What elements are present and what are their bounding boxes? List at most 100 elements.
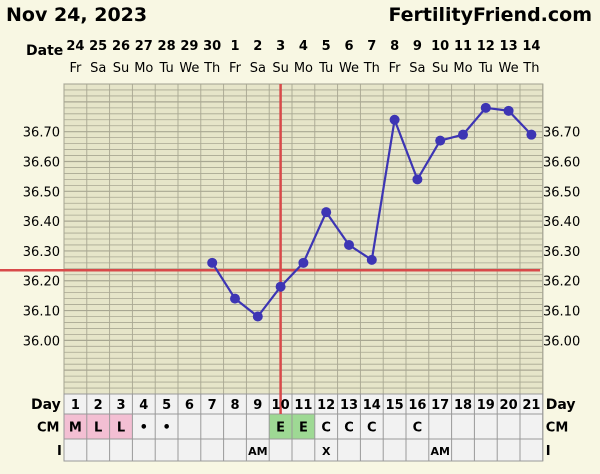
weekday-label: Fr bbox=[69, 61, 82, 76]
temp-point-day-8 bbox=[230, 293, 240, 304]
temp-point-day-7 bbox=[207, 257, 218, 268]
cycle-day-label: 13 bbox=[340, 398, 358, 413]
temp-point-day-14 bbox=[366, 254, 377, 265]
temp-point-day-13 bbox=[344, 239, 354, 250]
y-tick-label-left: 36.30 bbox=[23, 245, 60, 260]
weekday-label: Fr bbox=[229, 61, 242, 76]
cm-value: C bbox=[344, 421, 354, 436]
date-label: 27 bbox=[135, 39, 153, 54]
date-label: 26 bbox=[112, 39, 130, 54]
date-label: 14 bbox=[522, 39, 540, 54]
weekday-label: We bbox=[339, 61, 359, 76]
y-tick-label-right: 36.30 bbox=[543, 245, 580, 260]
y-tick-label-right: 36.40 bbox=[543, 215, 580, 230]
weekday-label: Tu bbox=[318, 61, 333, 76]
date-label: 8 bbox=[390, 39, 399, 54]
weekday-label: Su bbox=[432, 61, 449, 76]
cm-value: C bbox=[413, 421, 423, 436]
cycle-day-label: 11 bbox=[294, 398, 312, 413]
date-label: 9 bbox=[413, 39, 422, 54]
date-label: 10 bbox=[431, 39, 449, 54]
cm-value: • bbox=[162, 421, 170, 436]
date-row-label: Date bbox=[26, 43, 63, 59]
y-tick-label-left: 36.50 bbox=[23, 185, 60, 200]
intercourse-value: X bbox=[322, 445, 331, 458]
date-label: 4 bbox=[299, 39, 308, 54]
cm-cell-3 bbox=[109, 414, 133, 439]
cycle-day-label: 21 bbox=[522, 398, 540, 413]
intercourse-row-label-right: I bbox=[546, 444, 551, 459]
cycle-day-label: 3 bbox=[116, 398, 125, 413]
weekday-label: Su bbox=[113, 61, 130, 76]
weekday-label: Sa bbox=[250, 61, 266, 76]
cycle-day-label: 16 bbox=[408, 398, 426, 413]
weekday-label: Tu bbox=[158, 61, 173, 76]
cycle-day-label: 12 bbox=[317, 398, 335, 413]
weekday-label: Th bbox=[522, 61, 539, 76]
intercourse-row-label: I bbox=[57, 444, 62, 459]
date-label: 7 bbox=[367, 39, 376, 54]
cm-cell-1 bbox=[64, 414, 87, 439]
temp-point-day-12 bbox=[321, 207, 332, 218]
temp-point-day-17 bbox=[435, 135, 446, 146]
weekday-label: Mo bbox=[134, 61, 153, 76]
cycle-day-label: 9 bbox=[253, 398, 262, 413]
date-label: 30 bbox=[203, 39, 221, 54]
weekday-label: Sa bbox=[90, 61, 106, 76]
weekday-label: Tu bbox=[478, 61, 493, 76]
y-tick-label-right: 36.50 bbox=[543, 185, 580, 200]
chart-date: Nov 24, 2023 bbox=[6, 4, 148, 26]
weekday-label: Su bbox=[272, 61, 289, 76]
day-row-label-right: Day bbox=[546, 397, 576, 413]
temp-point-day-10 bbox=[275, 281, 286, 292]
site-name: FertilityFriend.com bbox=[388, 4, 592, 26]
weekday-label: Mo bbox=[453, 61, 472, 76]
cycle-day-label: 17 bbox=[431, 398, 449, 413]
cycle-day-label: 6 bbox=[185, 398, 194, 413]
day-row-label: Day bbox=[31, 397, 61, 413]
date-label: 12 bbox=[477, 39, 495, 54]
y-tick-label-right: 36.60 bbox=[543, 156, 580, 171]
cycle-day-label: 1 bbox=[71, 398, 80, 413]
y-tick-label-left: 36.60 bbox=[23, 156, 60, 171]
weekday-label: Th bbox=[203, 61, 220, 76]
cycle-day-label: 14 bbox=[363, 398, 381, 413]
y-tick-label-left: 36.10 bbox=[23, 305, 60, 320]
date-label: 5 bbox=[322, 39, 331, 54]
temp-point-day-15 bbox=[389, 114, 400, 125]
y-tick-label-right: 36.70 bbox=[543, 126, 580, 141]
cm-value: C bbox=[367, 421, 377, 436]
cm-cell-2 bbox=[86, 414, 110, 439]
cm-value: M bbox=[69, 421, 82, 436]
cycle-day-label: 5 bbox=[162, 398, 171, 413]
cm-value: C bbox=[321, 421, 331, 436]
intercourse-value: AM bbox=[430, 445, 449, 458]
y-tick-label-right: 36.00 bbox=[543, 334, 580, 349]
date-label: 6 bbox=[344, 39, 353, 54]
date-label: 13 bbox=[500, 39, 518, 54]
y-tick-label-left: 36.20 bbox=[23, 275, 60, 290]
temp-point-day-16 bbox=[412, 174, 423, 185]
temp-point-day-19 bbox=[480, 102, 491, 113]
cm-value: E bbox=[276, 421, 285, 436]
cycle-day-label: 8 bbox=[230, 398, 239, 413]
weekday-label: We bbox=[179, 61, 199, 76]
cycle-day-label: 18 bbox=[454, 398, 472, 413]
cm-cell-10 bbox=[269, 414, 292, 439]
date-label: 1 bbox=[230, 39, 239, 54]
weekday-label: Sa bbox=[409, 61, 425, 76]
date-label: 28 bbox=[158, 39, 176, 54]
cm-cell-11 bbox=[292, 414, 315, 439]
cycle-day-label: 2 bbox=[94, 398, 103, 413]
date-label: 11 bbox=[454, 39, 472, 54]
weekday-label: We bbox=[499, 61, 519, 76]
date-label: 29 bbox=[180, 39, 198, 54]
cm-value: L bbox=[117, 421, 125, 436]
cm-value: E bbox=[299, 421, 308, 436]
cycle-day-label: 10 bbox=[272, 398, 290, 413]
cm-value: • bbox=[140, 421, 148, 436]
cycle-day-label: 7 bbox=[208, 398, 217, 413]
cycle-day-label: 19 bbox=[477, 398, 495, 413]
intercourse-value: AM bbox=[248, 445, 267, 458]
temp-point-day-18 bbox=[458, 129, 468, 140]
